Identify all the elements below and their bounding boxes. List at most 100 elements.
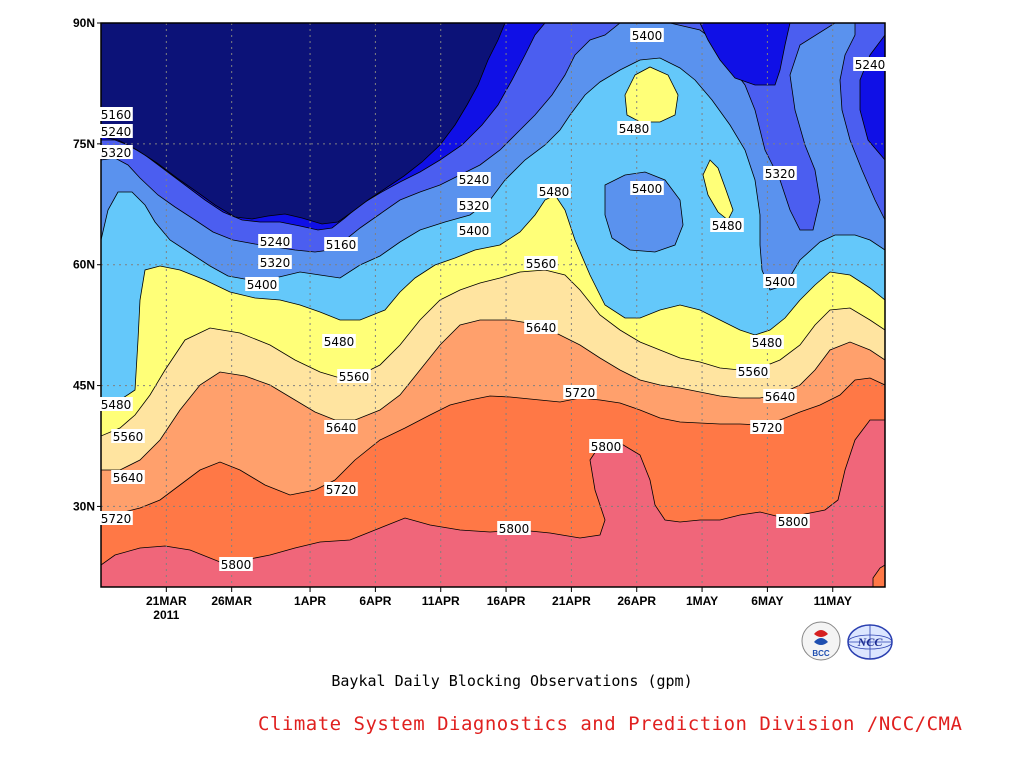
contour-label-bg (750, 420, 784, 434)
contour-label: 5320 (459, 199, 490, 213)
y-tick-label: 30N (73, 499, 95, 513)
x-tick-label: 21APR (552, 594, 591, 608)
contour-label: 5240 (855, 58, 886, 72)
x-tick-label: 26MAR (211, 594, 252, 608)
contour-label-bg (750, 335, 784, 349)
contour-label: 5400 (632, 29, 663, 43)
contour-label: 5480 (324, 335, 355, 349)
ncc-logo: NCC (846, 622, 894, 666)
contour-label: 5640 (765, 390, 796, 404)
contour-label-bg (99, 124, 133, 138)
contour-label: 5560 (339, 370, 370, 384)
contour-label-bg (563, 385, 597, 399)
y-tick-label: 60N (73, 258, 95, 272)
contour-label: 5560 (738, 365, 769, 379)
contour-label: 5320 (101, 146, 132, 160)
contour-fill-layer (101, 23, 885, 587)
contour-label: 5720 (752, 421, 783, 435)
contour-label-bg (497, 521, 531, 535)
contour-label-bg (99, 107, 133, 121)
contour-label: 5480 (619, 122, 650, 136)
contour-label-bg (111, 429, 145, 443)
contour-label: 5160 (326, 238, 357, 252)
contour-label: 5560 (526, 257, 557, 271)
chart-caption: Baykal Daily Blocking Observations (gpm) (331, 672, 693, 690)
contour-label-bg (763, 166, 797, 180)
contour-label: 5480 (539, 185, 570, 199)
contour-label: 5240 (260, 235, 291, 249)
contour-label: 5400 (765, 275, 796, 289)
contour-label: 5560 (113, 430, 144, 444)
y-tick-label: 90N (73, 16, 95, 30)
contour-label-bg (324, 237, 358, 251)
contour-label-bg (111, 470, 145, 484)
band-5480-5560-east (702, 159, 734, 221)
contour-label-bg (630, 28, 664, 42)
contour-label-bg (763, 389, 797, 403)
contour-label-bg (457, 198, 491, 212)
contour-label-bg (537, 184, 571, 198)
contour-label: 5400 (459, 224, 490, 238)
y-axis: 90N 75N 60N 45N 30N (73, 16, 101, 513)
x-tick-sublabel: 2011 (153, 608, 179, 622)
bcc-logo-text: BCC (812, 649, 830, 658)
ncc-logo-icon: NCC (847, 624, 893, 660)
contour-label-bg (589, 439, 623, 453)
x-tick-label: 11APR (422, 594, 460, 608)
contour-label: 5480 (752, 336, 783, 350)
band-5720-5800-corner (872, 564, 885, 587)
contour-labels: 5160 5240 5320 5400 5240 5480 5400 5480 5320 5240… (99, 28, 887, 572)
contour-label: 5640 (526, 321, 557, 335)
contour-label-bg (457, 223, 491, 237)
band-5160-5240-east (699, 23, 791, 86)
contour-label: 5720 (326, 483, 357, 497)
contour-label: 5400 (247, 278, 278, 292)
x-tick-label: 6APR (359, 594, 391, 608)
contour-label-bg (258, 255, 292, 269)
contour-label-bg (524, 320, 558, 334)
contour-label-bg (258, 234, 292, 248)
contour-label-bg (630, 181, 664, 195)
band-5480-5560-north (624, 66, 679, 123)
contour-label: 5800 (591, 440, 622, 454)
contour-label: 5320 (765, 167, 796, 181)
contour-label: 5800 (778, 515, 809, 529)
x-tick-label: 1MAY (686, 594, 718, 608)
contour-label: 5160 (101, 108, 132, 122)
contour-label: 5400 (632, 182, 663, 196)
contour-label-bg (245, 277, 279, 291)
contour-label: 5240 (459, 173, 490, 187)
x-tick-label: 6MAY (751, 594, 783, 608)
plot-frame (100, 22, 886, 588)
ncc-logo-text: NCC (857, 635, 884, 649)
contour-label-bg (322, 334, 356, 348)
contour-label-bg (776, 514, 810, 528)
contour-label-bg (99, 145, 133, 159)
x-tick-label: 16APR (487, 594, 526, 608)
contour-label: 5800 (221, 558, 252, 572)
contour-label: 5720 (565, 386, 596, 400)
contour-label: 5640 (326, 421, 357, 435)
contour-label: 5800 (499, 522, 530, 536)
contour-label: 5640 (113, 471, 144, 485)
band-below-5160 (101, 23, 506, 225)
grid-lines (101, 23, 885, 587)
contour-label: 5320 (260, 256, 291, 270)
contour-label-bg (736, 364, 770, 378)
bcc-logo: BCC (800, 620, 842, 666)
contour-label: 5480 (101, 398, 132, 412)
contour-label-bg (524, 256, 558, 270)
contour-label-bg (99, 397, 133, 411)
contour-label-bg (219, 557, 253, 571)
contour-label-bg (324, 420, 358, 434)
x-tick-label: 11MAY (814, 594, 852, 608)
x-tick-label: 26APR (617, 594, 656, 608)
contour-label-bg (324, 482, 358, 496)
contour-label-bg (853, 57, 887, 71)
contour-label-bg (710, 218, 744, 232)
contour-label-bg (99, 511, 133, 525)
bcc-logo-icon: BCC (801, 621, 841, 661)
contour-label-bg (337, 369, 371, 383)
